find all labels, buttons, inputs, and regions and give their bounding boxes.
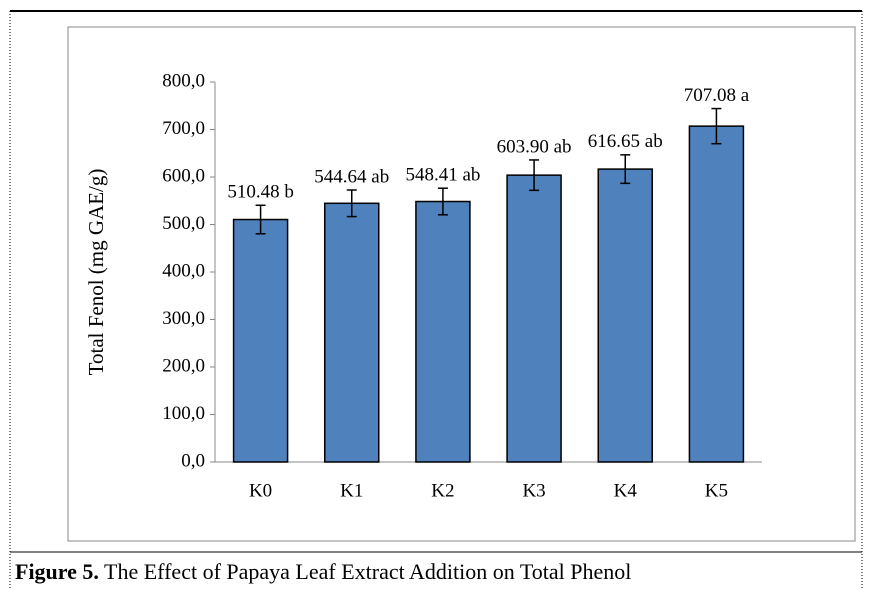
bar: [324, 202, 380, 463]
x-tick-label: K5: [705, 480, 728, 501]
y-axis-label: Total Fenol (mg GAE/g): [84, 169, 108, 376]
x-tick-label: K4: [614, 480, 638, 501]
bar: [506, 174, 562, 463]
chart-border: [67, 26, 856, 542]
y-tick-label: 300,0: [162, 308, 205, 329]
data-label: 616.65 ab: [588, 131, 663, 152]
bar: [597, 168, 653, 463]
data-label: 548.41 ab: [405, 165, 480, 186]
y-tick-label: 400,0: [162, 260, 205, 281]
x-tick-label: K2: [431, 480, 454, 501]
data-label: 544.64 ab: [314, 166, 389, 187]
bar: [688, 125, 745, 463]
data-label: 707.08 a: [684, 85, 750, 106]
y-tick-label: 800,0: [162, 70, 205, 91]
y-tick-label: 200,0: [162, 355, 205, 376]
x-tick-label: K1: [340, 480, 363, 501]
y-tick-label: 100,0: [162, 403, 205, 424]
y-tick-label: 600,0: [162, 165, 205, 186]
x-tick-label: K0: [249, 480, 272, 501]
data-label: 603.90 ab: [497, 136, 572, 157]
y-tick-label: 700,0: [162, 118, 205, 139]
caption: Figure 5. The Effect of Papaya Leaf Extr…: [15, 559, 631, 584]
y-tick-label: 0,0: [181, 450, 205, 471]
y-tick-label: 500,0: [162, 213, 205, 234]
caption-label: Figure 5.: [15, 559, 99, 584]
bar: [415, 200, 471, 463]
caption-text: The Effect of Papaya Leaf Extract Additi…: [104, 559, 631, 584]
x-tick-label: K3: [522, 480, 545, 501]
bar: [232, 218, 289, 463]
data-label: 510.48 b: [227, 182, 294, 203]
